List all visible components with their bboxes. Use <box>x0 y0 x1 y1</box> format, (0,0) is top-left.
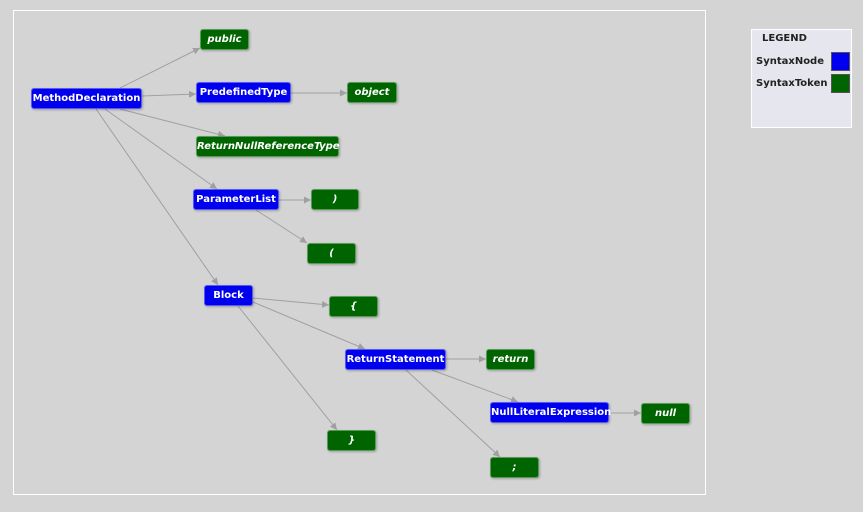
edge-return-statement-to-null-literal-expression <box>431 369 519 403</box>
legend-swatch-syntax-node <box>831 52 850 71</box>
legend-title: LEGEND <box>762 33 807 44</box>
graph-node-predefined-type[interactable]: PredefinedType <box>196 82 291 103</box>
legend-swatch-syntax-token <box>831 74 850 93</box>
graph-node-open-paren-token[interactable]: ( <box>307 243 356 264</box>
graph-node-close-brace-token[interactable]: } <box>327 430 376 451</box>
graph-node-object-token[interactable]: object <box>347 82 397 103</box>
graph-node-method-declaration[interactable]: MethodDeclaration <box>31 88 142 109</box>
edge-method-declaration-to-return-null-reference-type <box>119 108 226 138</box>
edge-method-declaration-to-parameter-list <box>104 108 218 190</box>
legend-label-syntax-node: SyntaxNode <box>756 56 824 67</box>
graph-node-open-brace-token[interactable]: { <box>329 296 378 317</box>
legend-label-syntax-token: SyntaxToken <box>756 78 828 89</box>
graph-node-null-literal-expression[interactable]: NullLiteralExpression <box>490 402 611 423</box>
graph-node-return-null-reference-type[interactable]: ReturnNullReferenceType <box>196 136 340 157</box>
graph-node-public-token[interactable]: public <box>200 29 249 50</box>
edge-method-declaration-to-block <box>95 108 219 286</box>
graph-node-semicolon-token[interactable]: ; <box>490 457 539 478</box>
edge-parameter-list-to-open-paren-token <box>255 209 308 244</box>
edge-block-to-return-statement <box>252 301 366 350</box>
graph-node-block[interactable]: Block <box>204 285 253 306</box>
graph-node-return-token[interactable]: return <box>486 349 535 370</box>
edge-method-declaration-to-predefined-type <box>141 90 197 98</box>
edge-block-to-close-brace-token <box>237 305 338 431</box>
graph-node-close-paren-token[interactable]: ) <box>311 189 359 210</box>
graph-node-parameter-list[interactable]: ParameterList <box>193 189 279 210</box>
edge-method-declaration-to-public-token <box>119 47 201 89</box>
legend-panel: LEGEND SyntaxNode SyntaxToken <box>751 29 852 128</box>
edge-return-statement-to-semicolon-token <box>405 369 501 458</box>
edge-block-to-open-brace-token <box>252 297 330 308</box>
graph-node-return-statement[interactable]: ReturnStatement <box>345 349 446 370</box>
graph-node-null-token[interactable]: null <box>641 403 690 424</box>
graph-canvas[interactable] <box>13 10 706 495</box>
